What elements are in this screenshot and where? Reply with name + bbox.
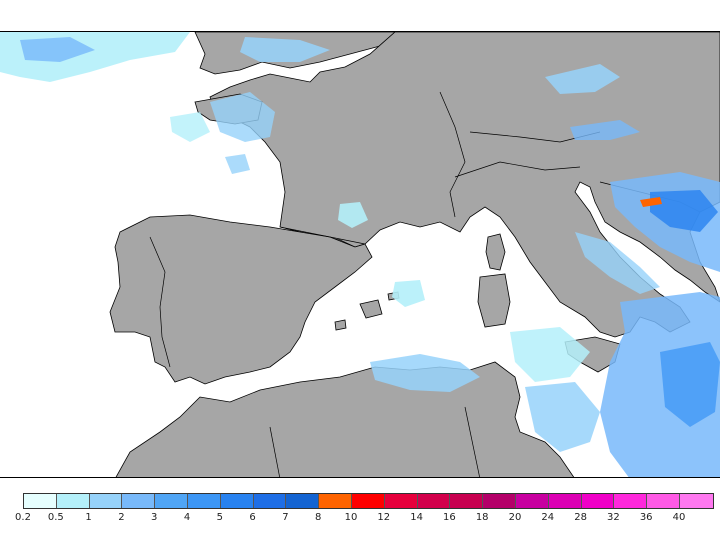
legend-tick-label: 0.5 [47,512,64,523]
legend-swatch [450,494,484,508]
map-canvas [0,32,720,477]
legend-tick-label: 36 [639,512,653,523]
land-corsica [485,233,506,271]
legend-swatch [483,494,516,508]
legend-tick-label: 0.2 [15,512,31,523]
border-france-east [439,91,466,218]
legend-tick-label: 18 [475,512,489,523]
legend-swatch [548,494,582,508]
precip-germany-n [545,64,620,94]
legend-swatch [187,494,221,508]
precip-aquitaine [225,154,250,174]
legend-swatch [286,494,320,508]
legend-swatch [581,494,615,508]
legend-swatch [515,494,549,508]
precip-sicily-channel [525,382,600,452]
precip-tyrrhenian [510,327,590,382]
precip-alps [570,120,640,140]
legend-tick-label: 8 [315,512,322,523]
legend-tick-label: 12 [377,512,391,523]
legend-tick-label: 28 [574,512,587,523]
legend-tick-label: 16 [443,512,456,523]
border-france-spain [279,226,366,245]
legend-swatch [614,494,648,508]
legend-swatch [384,494,418,508]
color-scale-labels: 0.2 0.5 1 2 3 4 5 6 7 8 10 12 14 16 18 20 24 28 32 36 40 [0,512,720,526]
legend-tick-label: 10 [344,512,358,523]
precip-brittany [210,92,275,142]
legend-swatch [56,494,90,508]
legend-tick-label: 2 [118,512,125,523]
precip-adriatic [575,232,660,294]
legend-swatch [417,494,451,508]
color-scale-bar [23,493,714,509]
border-spain-portugal [149,236,171,368]
border-morocco-algeria [269,426,280,477]
legend-tick-label: 40 [672,512,686,523]
legend-tick-label: 14 [410,512,423,523]
precip-croatia-heavy [640,197,662,207]
border-algeria-tunisia [464,406,480,477]
precip-ionian [600,292,720,477]
legend-swatch [253,494,287,508]
land-mallorca [359,299,383,319]
precip-pyrenees [338,202,368,228]
legend-tick-label: 4 [183,512,191,523]
legend-swatch [351,494,385,508]
precip-biscay [170,112,210,142]
legend-tick-label: 32 [607,512,620,523]
land-sardinia [477,273,511,328]
legend-swatch [122,494,156,508]
legend-swatch [24,494,57,508]
legend-tick-label: 24 [541,512,555,523]
legend-swatch [155,494,188,508]
legend-tick-label: 1 [85,512,92,523]
legend-swatch [89,494,123,508]
precipitation-layer [0,32,720,477]
precip-balkans-core [650,190,718,232]
legend-tick-label: 5 [216,512,223,523]
land-ibiza [334,319,347,331]
legend-tick-label: 6 [249,512,256,523]
precip-channel [240,37,330,62]
legend-swatch [319,494,352,508]
precip-balearic [392,280,425,307]
land-iberia [109,214,373,385]
legend-tick-label: 20 [508,512,522,523]
precip-algeria-coast [370,354,480,392]
legend-swatch [220,494,254,508]
border-italy-north [454,161,581,178]
legend-swatch [647,494,680,508]
legend-swatch [679,494,713,508]
legend-tick-label: 7 [282,512,289,523]
precip-ionian-core [660,342,720,427]
precipitation-map [0,31,720,478]
precip-atlantic-nw-core [20,37,95,62]
legend-tick-label: 3 [151,512,158,523]
